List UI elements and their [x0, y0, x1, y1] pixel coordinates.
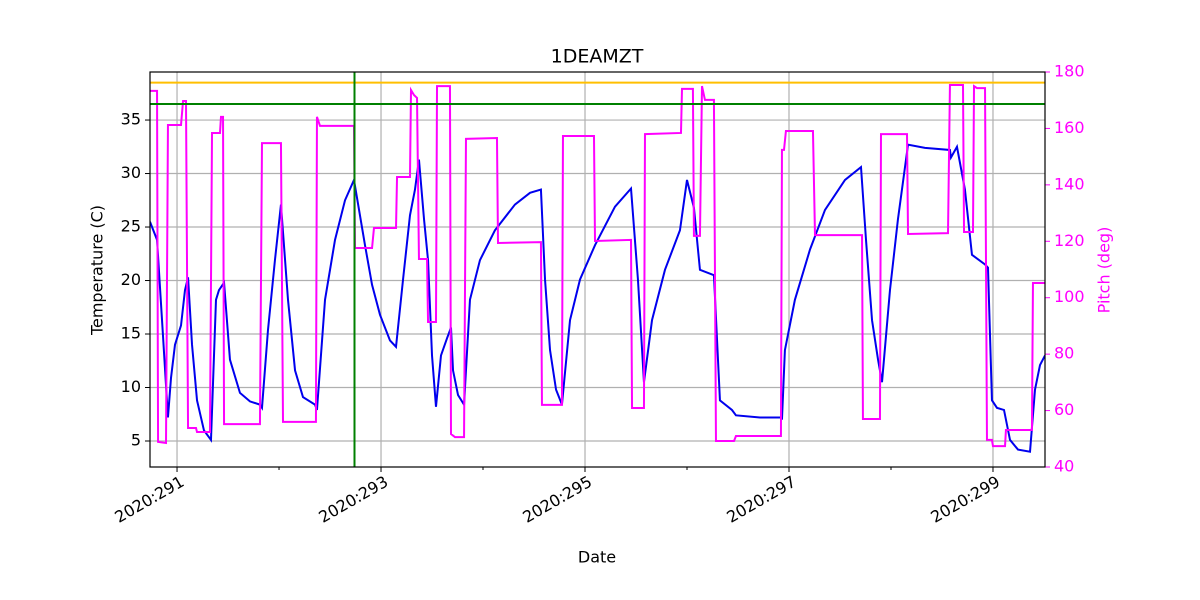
y2-tick-label: 120	[1054, 231, 1085, 250]
y-tick-label: 10	[121, 377, 141, 396]
y-tick-label: 30	[121, 163, 141, 182]
y2-axis-label: Pitch (deg)	[1095, 227, 1114, 314]
y2-tick-label: 180	[1054, 62, 1085, 81]
y2-tick-label: 100	[1054, 287, 1085, 306]
y-tick-label: 25	[121, 217, 141, 236]
y2-tick-label: 80	[1054, 344, 1074, 363]
y-tick-label: 35	[121, 110, 141, 129]
y2-tick-label: 140	[1054, 174, 1085, 193]
y2-tick-label: 40	[1054, 457, 1074, 476]
data-line	[150, 143, 1045, 453]
y-axis-label: Temperature (C)	[88, 205, 107, 336]
y-tick-label: 5	[131, 431, 141, 450]
y-tick-label: 15	[121, 324, 141, 343]
y2-tick-label: 160	[1054, 118, 1085, 137]
x-axis-label: Date	[578, 548, 616, 567]
chart-title: 1DEAMZT	[551, 46, 644, 68]
y2-tick-label: 60	[1054, 400, 1074, 419]
data-line	[150, 83, 1045, 448]
plot-frame	[149, 71, 1046, 468]
y-tick-label: 20	[121, 270, 141, 289]
